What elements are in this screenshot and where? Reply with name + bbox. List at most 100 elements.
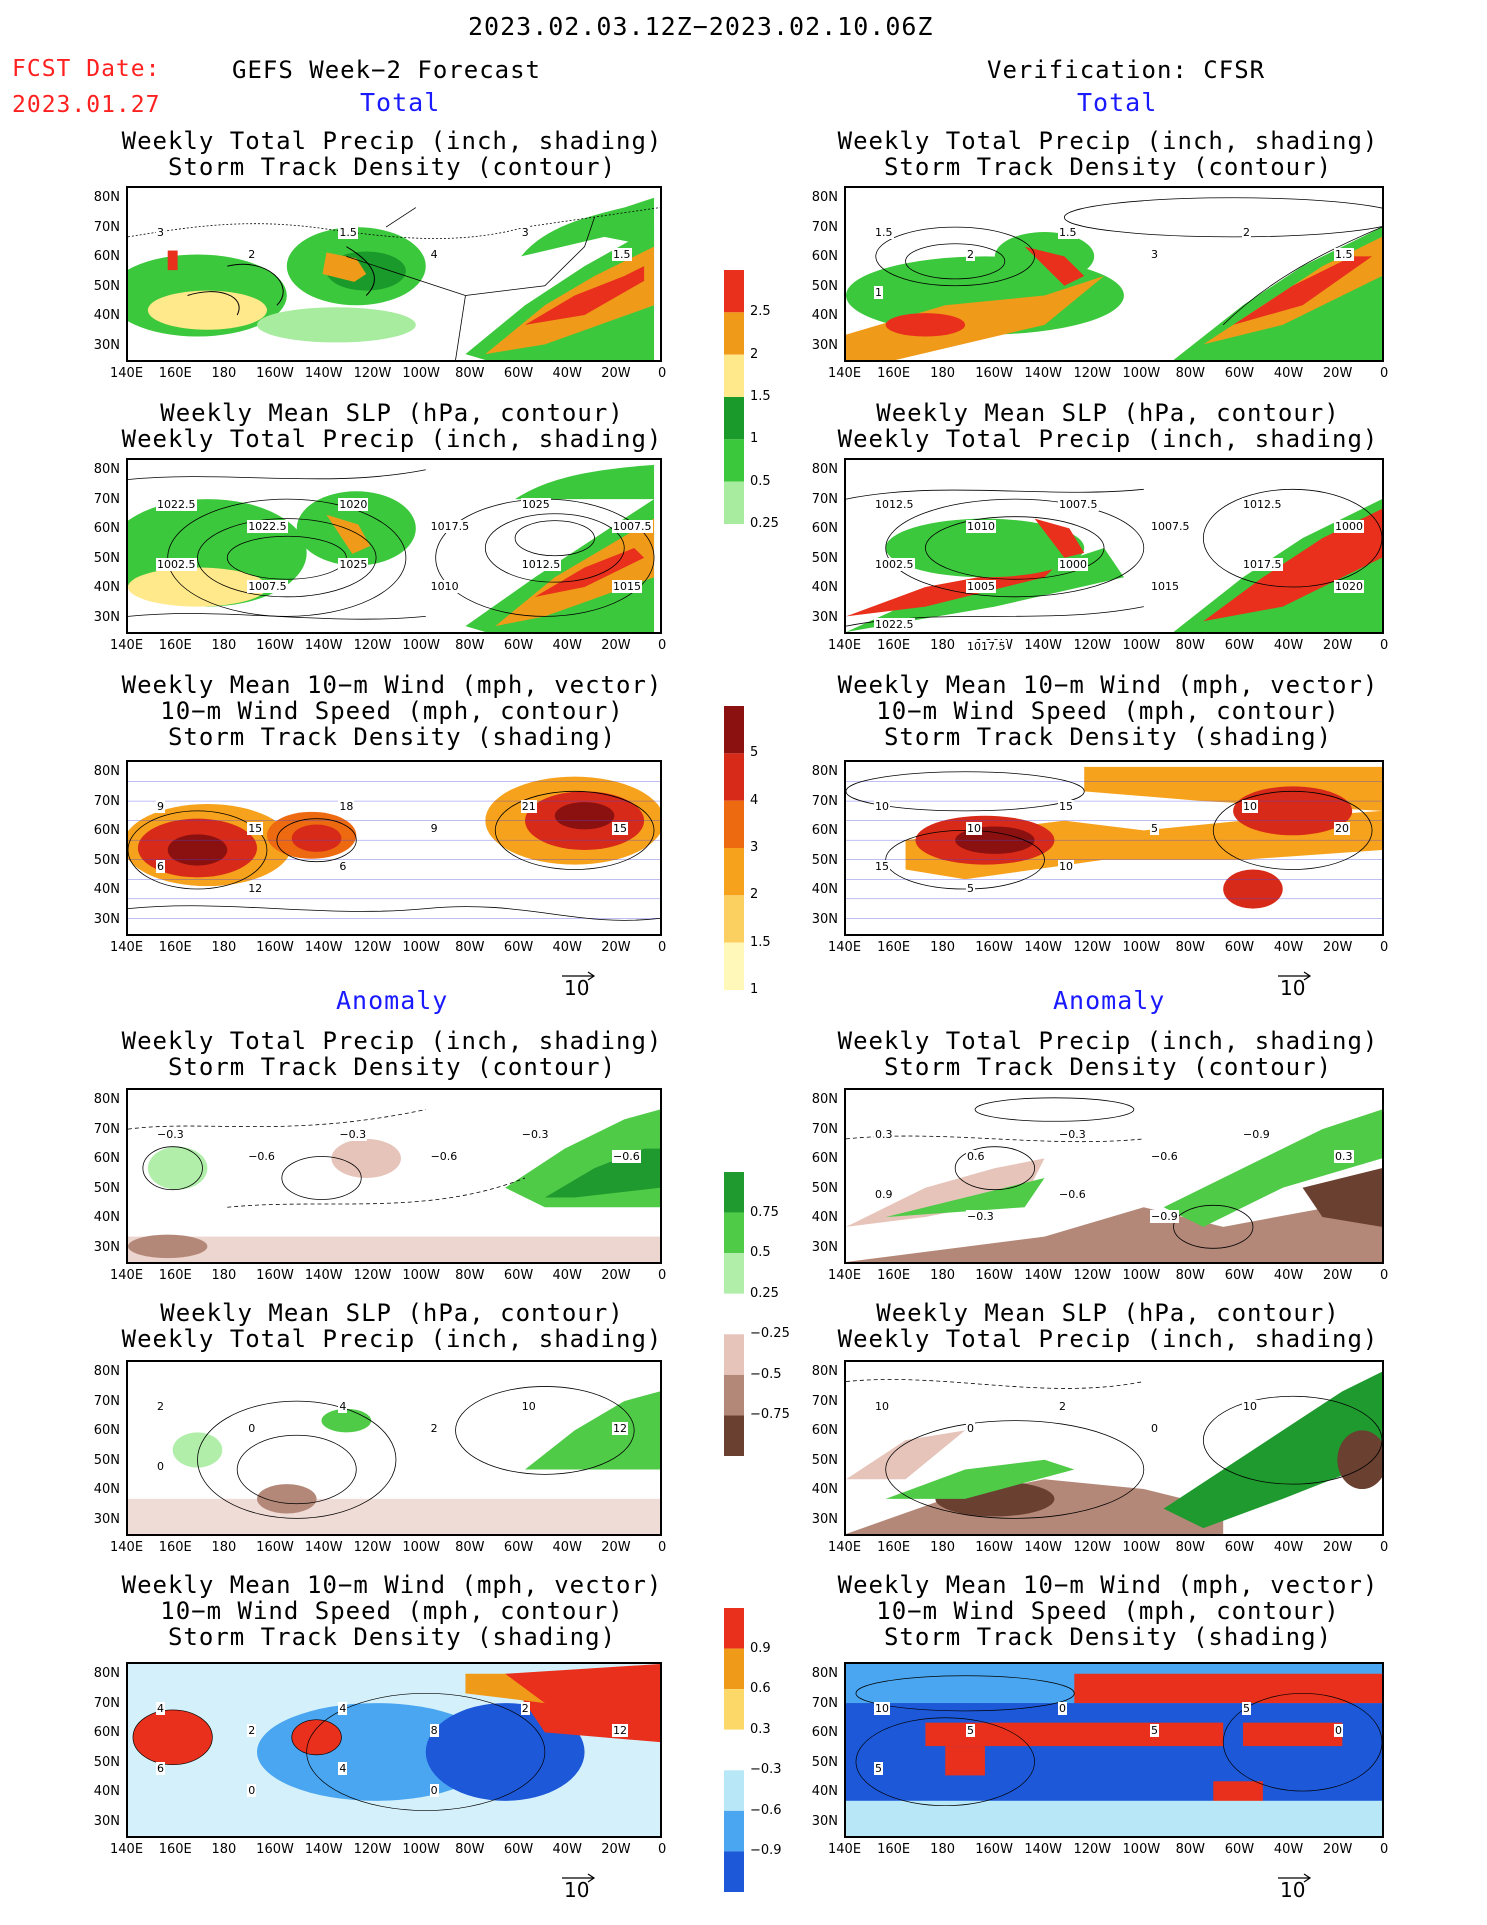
lon-label-l5-11: 0 xyxy=(658,1540,667,1555)
colorbar-swatch-3 xyxy=(724,1729,744,1771)
colorbar-swatch-0 xyxy=(724,270,744,313)
colorbar-label-2: 1.5 xyxy=(750,389,771,404)
contour-label-r2-7: 1005 xyxy=(966,580,996,593)
contour-label-r6-0: 10 xyxy=(874,1702,890,1715)
contour-label-l5-1: 0 xyxy=(247,1422,257,1435)
lon-label-l2-4: 140W xyxy=(304,638,343,653)
lat-label-r3-3: 50N xyxy=(811,852,838,868)
lat-label-l4-3: 50N xyxy=(93,1180,120,1196)
lat-label-l2-4: 40N xyxy=(93,580,120,595)
l5-title-line1: Weekly Mean SLP (hPa, contour) xyxy=(160,1299,624,1327)
contour-label-l5-5: 12 xyxy=(612,1422,628,1435)
contour-label-r3-4: 10 xyxy=(1242,800,1258,813)
lon-label-r6-9: 40W xyxy=(1273,1842,1304,1857)
lon-label-r6-2: 180 xyxy=(930,1842,955,1857)
lon-label-l5-2: 180 xyxy=(211,1540,237,1555)
lon-label-l1-4: 140W xyxy=(304,366,343,381)
contour-label-l1-5: 1.5 xyxy=(612,248,632,261)
lat-label-r1-2: 60N xyxy=(811,249,838,264)
lon-label-r1-2: 180 xyxy=(930,366,955,381)
contour-label-r4-0: 0.3 xyxy=(874,1128,894,1141)
contour-label-r6-3: 5 xyxy=(1150,1724,1159,1737)
lat-label-l2-1: 70N xyxy=(93,491,120,507)
contour-label-l1-3: 4 xyxy=(429,248,439,261)
lon-label-l3-5: 120W xyxy=(353,940,392,955)
l6-title: Weekly Mean 10−m Wind (mph, vector) 10−m … xyxy=(112,1572,672,1650)
lat-label-l4-5: 30N xyxy=(93,1239,120,1255)
lon-label-l4-11: 0 xyxy=(658,1268,667,1283)
lon-label-l5-0: 140E xyxy=(110,1540,144,1555)
contour-label-r1-2: 1.5 xyxy=(1058,226,1078,239)
lat-label-l6-5: 30N xyxy=(93,1813,120,1829)
lat-label-l1-1: 70N xyxy=(93,219,120,235)
contour-label-l6-3: 8 xyxy=(429,1724,439,1737)
lat-label-l2-0: 80N xyxy=(93,462,120,477)
contour-label-r2-9: 1015 xyxy=(1150,580,1180,593)
colorbar-label-4: 0.5 xyxy=(750,473,771,489)
r6-title: Weekly Mean 10−m Wind (mph, vector) 10−m … xyxy=(828,1572,1388,1650)
l3-title-line1: Weekly Mean 10−m Wind (mph, vector) xyxy=(121,671,663,699)
contour-label-l1-2: 1.5 xyxy=(338,226,358,239)
lon-label-l6-3: 160W xyxy=(256,1842,294,1857)
lon-label-l4-4: 140W xyxy=(304,1268,343,1283)
colorbar-swatch-0 xyxy=(724,1172,744,1213)
l3-title: Weekly Mean 10−m Wind (mph, vector) 10−m … xyxy=(112,672,672,750)
lon-label-r2-5: 120W xyxy=(1073,638,1112,653)
lon-label-l4-10: 20W xyxy=(601,1268,631,1283)
lon-label-r3-9: 40W xyxy=(1273,940,1304,955)
contour-label-r5-0: 10 xyxy=(874,1400,890,1413)
lat-label-l3-5: 30N xyxy=(93,911,120,927)
lon-label-r5-10: 20W xyxy=(1322,1540,1353,1555)
lat-label-l6-2: 60N xyxy=(93,1725,120,1740)
lon-label-r5-3: 160W xyxy=(975,1540,1013,1555)
lon-label-r1-5: 120W xyxy=(1073,366,1112,381)
lon-label-l2-11: 0 xyxy=(658,638,667,653)
colorbar-precip-total xyxy=(724,270,744,524)
lon-label-r2-2: 180 xyxy=(930,638,955,653)
l6-title-line2: 10−m Wind Speed (mph, contour) xyxy=(160,1597,624,1625)
lat-label-r1-3: 50N xyxy=(811,278,838,294)
vector-ref-label-r6: 10 xyxy=(1280,1878,1306,1902)
contour-label-l3-4: 21 xyxy=(520,800,537,813)
contour-label-l6-7: 0 xyxy=(247,1784,257,1797)
contour-label-l6-0: 4 xyxy=(156,1702,165,1715)
contour-label-r3-1: 10 xyxy=(966,822,982,835)
lon-label-l1-7: 80W xyxy=(455,366,485,381)
r6-title-line2: 10−m Wind Speed (mph, contour) xyxy=(876,1597,1340,1625)
lat-label-l6-3: 50N xyxy=(93,1754,120,1770)
lat-label-r2-5: 30N xyxy=(811,609,838,625)
colorbar-label-4: −0.5 xyxy=(750,1366,782,1382)
contour-label-r4-7: −0.3 xyxy=(966,1210,995,1223)
colorbar-label-1: 0.6 xyxy=(750,1681,771,1697)
lat-label-r3-2: 60N xyxy=(811,823,838,838)
r3-title-line3: Storm Track Density (shading) xyxy=(883,723,1333,751)
lon-label-l2-0: 140E xyxy=(110,638,144,653)
l6-title-line1: Weekly Mean 10−m Wind (mph, vector) xyxy=(121,1571,663,1599)
lon-label-r2-7: 80W xyxy=(1175,638,1206,653)
lon-label-r2-10: 20W xyxy=(1322,638,1353,653)
lon-label-r1-0: 140E xyxy=(828,366,862,381)
lat-label-l4-1: 70N xyxy=(93,1121,120,1137)
lon-label-r1-6: 100W xyxy=(1122,366,1161,381)
map-l3-wind-storm-total xyxy=(126,760,662,936)
lon-label-l1-2: 180 xyxy=(211,366,237,381)
lat-label-r1-5: 30N xyxy=(811,337,838,353)
l5-title-line2: Weekly Total Precip (inch, shading) xyxy=(121,1325,663,1353)
contour-label-r4-1: 0.6 xyxy=(966,1150,986,1163)
lon-label-r4-10: 20W xyxy=(1322,1268,1353,1283)
lat-label-r5-0: 80N xyxy=(811,1364,838,1379)
contour-label-l2-0: 1022.5 xyxy=(156,498,197,511)
right-column-title: Verification: CFSR xyxy=(987,56,1266,84)
lon-label-l6-9: 40W xyxy=(552,1842,582,1857)
lat-label-l5-1: 70N xyxy=(93,1393,120,1409)
lon-label-l2-9: 40W xyxy=(552,638,582,653)
r4-title-line2: Storm Track Density (contour) xyxy=(883,1053,1333,1081)
lon-label-r3-6: 100W xyxy=(1122,940,1161,955)
lon-label-r3-1: 160E xyxy=(877,940,911,955)
colorbar-label-5: −0.9 xyxy=(750,1843,782,1859)
lat-label-l1-3: 50N xyxy=(93,278,120,294)
fcst-date-value: 2023.01.27 xyxy=(12,92,161,118)
contour-label-l2-9: 1010 xyxy=(429,580,460,593)
contour-label-r2-6: 1002.5 xyxy=(874,558,915,571)
lat-label-l2-3: 50N xyxy=(93,550,120,566)
